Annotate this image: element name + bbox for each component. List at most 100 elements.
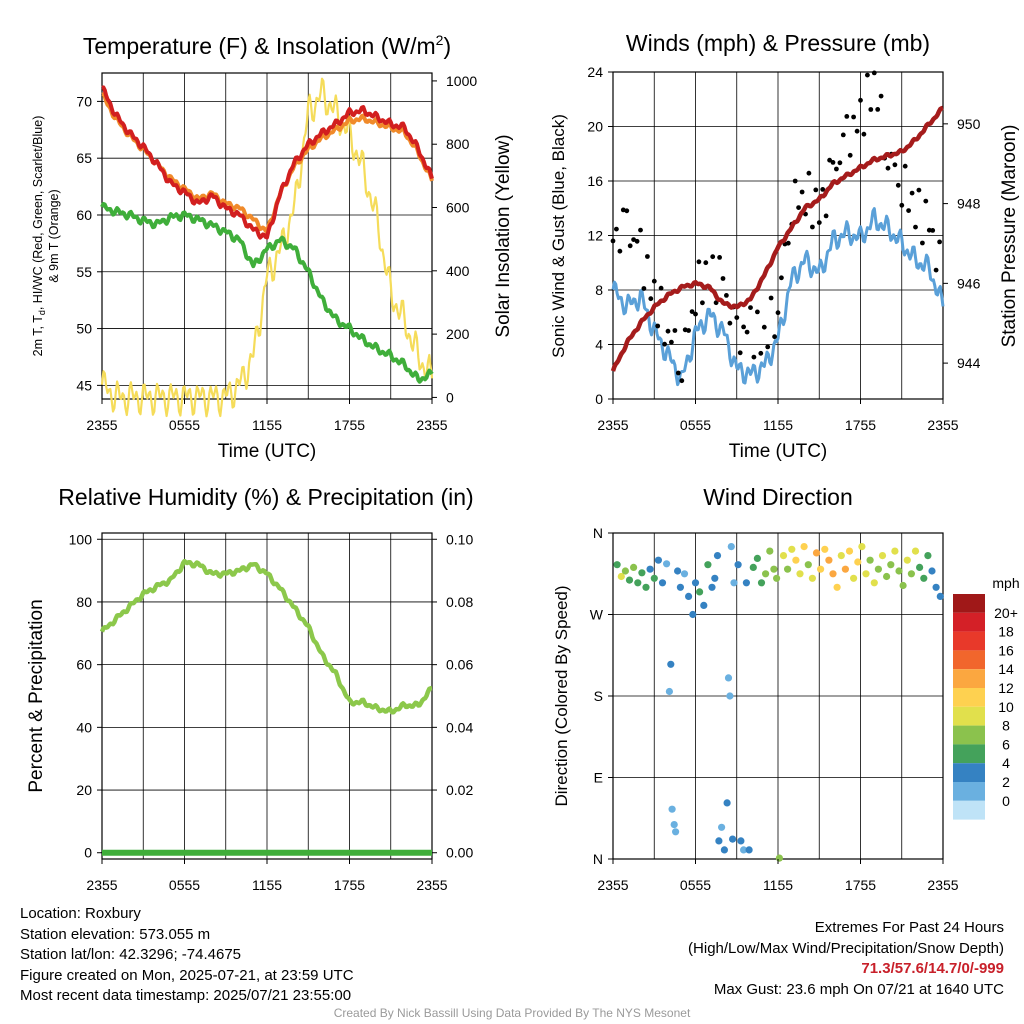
gust-point: [720, 276, 726, 281]
direction-point: [638, 569, 646, 577]
direction-point: [770, 565, 778, 573]
legend-color-box: [953, 744, 985, 764]
gust-point: [755, 309, 760, 315]
direction-point: [617, 572, 625, 581]
gust-point: [655, 323, 661, 329]
direction-point: [788, 545, 796, 553]
y-tick-label: 0: [595, 391, 603, 407]
precip-y-tick-labels: 0.00 0.02 0.04 0.06 0.08 0.10: [432, 531, 473, 861]
gust-point: [734, 315, 740, 320]
direction-point: [727, 543, 735, 551]
humidity-series: [99, 558, 434, 856]
x-tick-label: 0555: [169, 417, 200, 433]
direction-point: [665, 687, 674, 696]
extremes-info: Extremes For Past 24 Hours (High/Low/Max…: [688, 918, 1004, 1000]
direction-point: [829, 570, 837, 578]
direction-point: [658, 579, 667, 587]
gust-point: [785, 240, 791, 246]
gust-point: [796, 205, 801, 211]
x-tick-label: 1155: [252, 877, 282, 893]
gust-point: [906, 208, 911, 214]
direction-title: Wind Direction: [703, 484, 853, 510]
gust-point: [765, 344, 771, 350]
gust-point: [851, 114, 856, 120]
direction-point: [932, 583, 940, 591]
direction-point: [634, 579, 642, 587]
insolation-line: [100, 77, 434, 418]
gust-point: [871, 70, 877, 76]
gust-point: [775, 310, 781, 316]
dewpoint-line: [100, 201, 434, 384]
gust-point: [744, 329, 750, 335]
x-tick-label: 2355: [597, 417, 628, 433]
x-tick-label: 2355: [416, 417, 447, 433]
x-tick-label: 2355: [927, 877, 958, 893]
direction-point: [887, 561, 895, 569]
direction-y-tick-labels: N E S W N: [590, 525, 613, 867]
figure-created: Figure created on Mon, 2025-07-21, at 23…: [20, 966, 354, 984]
temperature-x-tick-labels: 2355 0555 1155 1755 2355: [86, 399, 448, 433]
direction-point: [903, 556, 911, 564]
direction-point: [895, 567, 903, 575]
direction-point: [833, 583, 841, 591]
direction-point: [878, 552, 887, 560]
x-tick-label: 1155: [763, 417, 793, 433]
gust-point: [920, 240, 925, 246]
humidity-panel: Relative Humidity (%) & Precipitation (i…: [26, 484, 474, 893]
y-tick-label: 24: [587, 64, 603, 80]
direction-point: [667, 660, 675, 668]
direction-point: [891, 547, 899, 555]
direction-point: [730, 579, 738, 587]
direction-point: [729, 835, 737, 843]
max-gust: Max Gust: 23.6 mph On 07/21 at 1640 UTC: [713, 980, 1004, 998]
gust-point: [648, 296, 654, 302]
gust-point: [806, 170, 812, 176]
gust-point: [675, 370, 681, 376]
direction-point: [870, 579, 878, 587]
gust-point: [792, 178, 798, 184]
gust-point: [610, 238, 616, 244]
gust-point: [868, 107, 874, 112]
legend-color-box: [953, 800, 985, 820]
y2-tick-label: 0.04: [446, 719, 473, 735]
x-tick-label: 2355: [86, 417, 117, 433]
legend-label: 16: [998, 642, 1014, 658]
gust-point: [638, 227, 643, 233]
direction-point: [715, 837, 723, 845]
direction-point: [924, 552, 932, 560]
y2-tick-label: 1000: [446, 73, 477, 89]
gust-point: [703, 260, 709, 266]
direction-point: [854, 558, 862, 566]
gust-point: [710, 254, 716, 260]
gust-point: [916, 187, 922, 193]
gust-point: [614, 226, 619, 232]
gust-point: [933, 267, 939, 273]
gust-point: [854, 128, 860, 134]
direction-point: [670, 821, 678, 829]
y2-tick-label: 0.06: [446, 657, 473, 673]
gust-point: [634, 238, 640, 244]
gust-point: [878, 93, 884, 99]
direction-point: [711, 574, 719, 582]
y2-tick-label: 944: [957, 355, 981, 371]
temp-2m-line: [101, 85, 434, 240]
direction-point: [775, 854, 784, 862]
x-tick-label: 1755: [845, 877, 876, 893]
direction-point: [680, 570, 689, 578]
direction-point: [916, 563, 924, 572]
x-tick-label: 1755: [334, 877, 365, 893]
insolation-y-axis-label: Solar Insolation (Yellow): [493, 134, 514, 337]
station-latlon: Station lat/lon: 42.3296; -74.4675: [20, 946, 242, 963]
pressure-y-axis-label: Station Pressure (Maroon): [999, 125, 1020, 348]
wind-grid: [613, 72, 943, 399]
x-tick-label: 0555: [680, 417, 711, 433]
station-elevation: Station elevation: 573.055 m: [20, 925, 211, 943]
legend-color-box: [953, 594, 985, 613]
y-tick-label: 4: [595, 337, 603, 353]
gust-point: [902, 163, 908, 169]
gust-point: [665, 328, 671, 334]
direction-point: [650, 574, 658, 582]
y-tick-label: 45: [76, 377, 92, 393]
gust-point: [696, 259, 702, 265]
